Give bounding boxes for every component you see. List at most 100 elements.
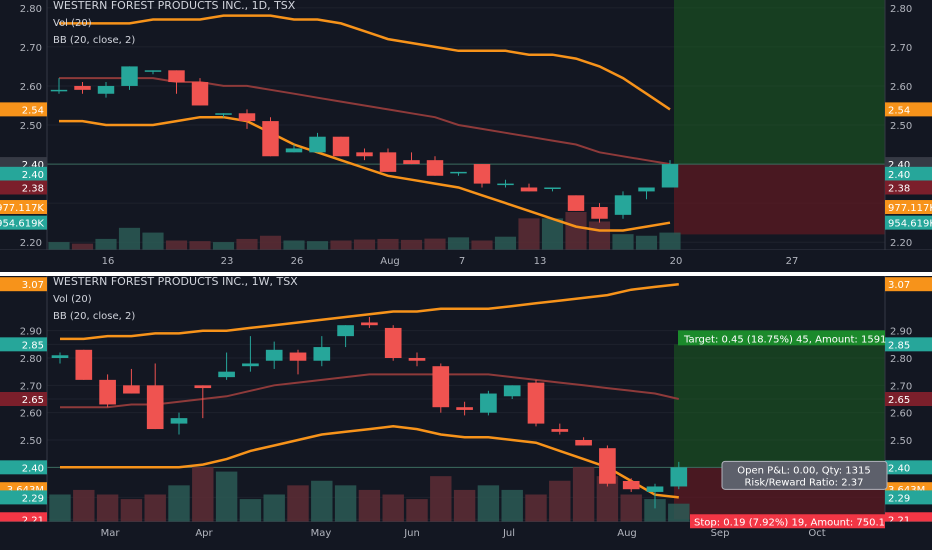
candle[interactable] (309, 136, 326, 153)
volume-bar (453, 489, 476, 522)
volume-bar (612, 234, 634, 250)
candle[interactable] (614, 195, 632, 215)
candle[interactable] (50, 89, 68, 92)
candle[interactable] (262, 121, 279, 157)
candle[interactable] (121, 66, 138, 86)
volume-bar (377, 238, 399, 250)
candle[interactable] (356, 152, 373, 157)
candle[interactable] (426, 160, 444, 176)
price-tick-left: 2.80 (20, 354, 42, 365)
time-tick: Aug (380, 256, 400, 267)
candle[interactable] (51, 355, 69, 358)
price-tick-right: 2.70 (890, 43, 912, 54)
candle[interactable] (99, 379, 116, 405)
target-label[interactable] (678, 330, 885, 346)
candle[interactable] (503, 385, 521, 397)
candle[interactable] (123, 385, 140, 394)
volume-bar (447, 237, 470, 250)
candle[interactable] (520, 187, 538, 192)
candle[interactable] (456, 407, 473, 410)
candle[interactable] (285, 148, 303, 153)
pnl-box[interactable] (721, 460, 888, 490)
price-badge-right (885, 392, 932, 406)
candle[interactable] (622, 481, 640, 490)
weekly-chart-pane[interactable]: WESTERN FOREST PRODUCTS INC., 1W, TSX Vol… (0, 276, 932, 550)
candle[interactable] (146, 385, 164, 430)
volume-bar (71, 243, 94, 250)
candle[interactable] (265, 349, 283, 361)
candle[interactable] (289, 352, 307, 361)
loss-zone[interactable] (674, 164, 885, 235)
volume-bar (471, 240, 493, 250)
candle[interactable] (191, 82, 209, 106)
profit-zone[interactable] (674, 0, 885, 165)
candle[interactable] (575, 440, 592, 446)
price-badge-left-text: 2.40 (22, 160, 44, 171)
volume-bar (236, 238, 258, 250)
candle[interactable] (480, 393, 497, 413)
stop-label[interactable] (690, 514, 885, 529)
candle[interactable] (238, 113, 256, 122)
price-badge-right (885, 166, 932, 181)
time-axis[interactable] (0, 250, 932, 272)
candle[interactable] (379, 152, 397, 172)
candle[interactable] (218, 371, 235, 378)
candle[interactable] (408, 358, 426, 361)
candle[interactable] (432, 366, 450, 408)
price-badge-right (885, 200, 932, 215)
price-badge-left-text: 2.65 (22, 395, 44, 406)
candle[interactable] (97, 85, 115, 94)
price-badge-left (0, 200, 47, 215)
price-tick-left: 2.80 (20, 4, 42, 15)
price-badge-right-text: 954.619K (888, 219, 932, 230)
candle[interactable] (74, 85, 91, 90)
candle[interactable] (337, 325, 354, 337)
candle[interactable] (384, 327, 402, 358)
price-tick-right: 2.70 (890, 381, 912, 392)
price-badge-right-text: 2.40 (888, 463, 910, 474)
candle[interactable] (170, 418, 188, 424)
volume-bar (494, 236, 517, 250)
price-badge-left-text: 2.29 (22, 493, 44, 504)
candle[interactable] (450, 171, 467, 174)
price-badge-left-text: 2.40 (22, 463, 44, 474)
volume-bar (330, 240, 352, 250)
candle[interactable] (661, 164, 679, 188)
price-tick-left: 2.50 (20, 121, 42, 132)
candle[interactable] (215, 113, 232, 115)
pnl-line-1: Open P&L: 0.00, Qty: 1315 (737, 465, 870, 476)
volume-bar (525, 494, 547, 522)
candle[interactable] (551, 429, 569, 432)
candle[interactable] (497, 183, 514, 186)
price-tick-left: 2.50 (20, 436, 42, 447)
candle[interactable] (527, 382, 545, 424)
time-tick: Sep (711, 528, 730, 539)
price-badge-left-text: 977.117K (0, 203, 44, 214)
time-tick: 13 (534, 256, 547, 267)
price-badge-left-text: 954.619K (0, 219, 44, 230)
candle[interactable] (544, 187, 561, 190)
pane-separator[interactable] (0, 272, 932, 276)
candle[interactable] (591, 207, 608, 219)
profit-zone[interactable] (674, 344, 885, 468)
candle[interactable] (599, 448, 616, 484)
candle[interactable] (75, 349, 93, 380)
candle[interactable] (361, 322, 378, 326)
daily-chart-pane[interactable]: WESTERN FOREST PRODUCTS INC., 1D, TSX Vol… (0, 0, 932, 272)
bb-upper-line (60, 282, 679, 341)
candle[interactable] (144, 70, 162, 72)
candle[interactable] (403, 160, 420, 165)
candle[interactable] (194, 385, 212, 389)
candle[interactable] (473, 164, 491, 184)
candle[interactable] (313, 347, 331, 361)
candle[interactable] (242, 363, 259, 367)
volume-bar (259, 235, 282, 250)
candle[interactable] (567, 195, 585, 211)
candle[interactable] (646, 486, 664, 492)
candle[interactable] (332, 136, 350, 157)
candle[interactable] (638, 187, 655, 192)
candle[interactable] (168, 70, 185, 83)
candle[interactable] (670, 467, 688, 487)
volume-bar (311, 480, 333, 522)
time-tick: 20 (670, 256, 683, 267)
